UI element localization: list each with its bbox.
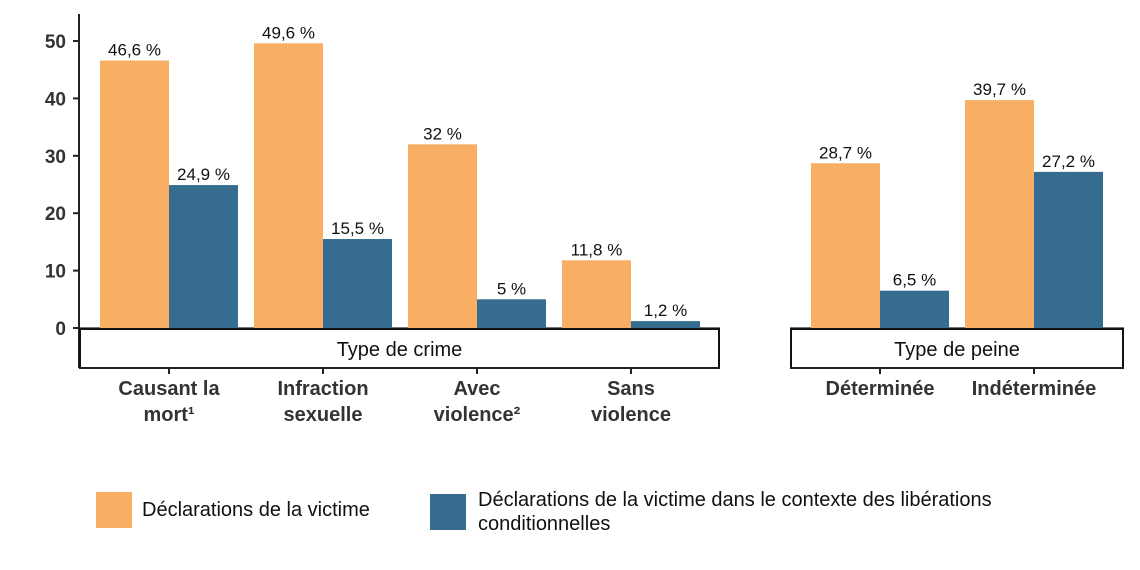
x-category-label: violence	[591, 404, 671, 426]
y-tick-label: 10	[45, 262, 66, 283]
data-label: 11,8 %	[571, 240, 623, 259]
panel-strip-label: Type de peine	[894, 339, 1020, 361]
bar-series1	[254, 43, 323, 329]
x-category-label: mort¹	[143, 404, 194, 426]
legend-label-series1: Déclarations de la victime	[142, 498, 370, 522]
legend-swatch-series1	[96, 492, 132, 528]
y-tick-label: 40	[45, 89, 66, 110]
legend-swatch-series2	[430, 494, 466, 530]
bar-series2	[880, 290, 949, 328]
bar-series1	[965, 100, 1034, 328]
panel-strip-box	[790, 328, 1124, 369]
y-tick-label: 20	[45, 204, 66, 225]
bar-series2	[169, 185, 238, 328]
x-category-label: Avec	[453, 378, 500, 400]
data-label: 5 %	[497, 279, 526, 298]
y-tick-label: 50	[45, 32, 66, 53]
data-label: 24,9 %	[177, 165, 230, 184]
x-category-label: Déterminée	[826, 378, 935, 400]
x-category-label: violence²	[434, 404, 521, 426]
bar-series1	[100, 60, 169, 329]
data-label: 46,6 %	[108, 41, 161, 60]
legend-label-series2-line1: Déclarations de la victime dans le conte…	[478, 489, 992, 511]
bar-series1	[408, 144, 477, 328]
panel-strip-box	[79, 328, 720, 369]
data-label: 1,2 %	[644, 301, 687, 320]
data-label: 32 %	[423, 124, 462, 143]
data-label: 39,7 %	[973, 80, 1026, 99]
y-tick-label: 0	[55, 319, 66, 340]
legend-item-victim-statements: Déclarations de la victime	[96, 492, 370, 528]
bar-series1	[562, 260, 631, 328]
bar-series2	[323, 239, 392, 328]
legend: Déclarations de la victime Déclarations …	[96, 488, 1096, 538]
panel-strip-label: Type de crime	[337, 339, 463, 361]
bar-series2	[631, 321, 700, 328]
legend-label-series2-line2: conditionnelles	[478, 513, 611, 535]
x-category-label: sexuelle	[284, 404, 363, 426]
bar-series1	[811, 163, 880, 328]
x-category-label: Sans	[607, 378, 655, 400]
data-label: 27,2 %	[1042, 152, 1095, 171]
data-label: 15,5 %	[331, 219, 384, 238]
x-category-label: Infraction	[277, 378, 368, 400]
data-label: 28,7 %	[819, 143, 872, 162]
bar-series2	[477, 299, 546, 328]
x-category-label: Indéterminée	[972, 378, 1096, 400]
legend-label-series2: Déclarations de la victime dans le conte…	[478, 488, 992, 536]
legend-label-series1-line: Déclarations de la victime	[142, 499, 370, 521]
legend-item-parole-statements: Déclarations de la victime dans le conte…	[430, 488, 992, 536]
data-label: 49,6 %	[262, 23, 315, 42]
data-label: 6,5 %	[893, 271, 936, 290]
x-category-label: Causant la	[118, 378, 220, 400]
bar-series2	[1034, 171, 1103, 328]
y-tick-label: 30	[45, 147, 66, 168]
